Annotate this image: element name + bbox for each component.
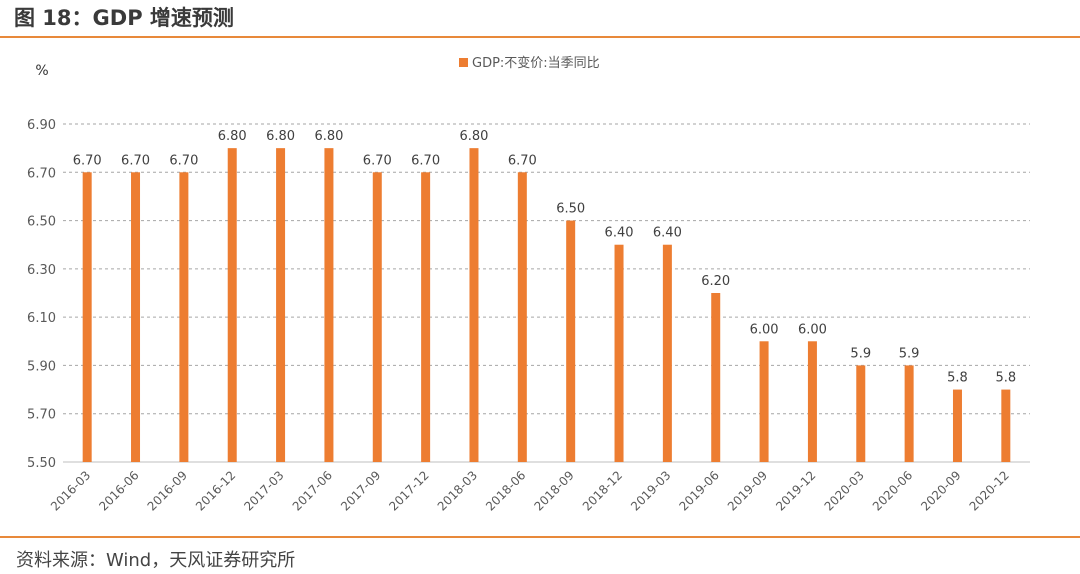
data-label: 6.80 [218, 129, 247, 144]
data-label: 6.70 [73, 153, 102, 168]
x-tick-label: 2018-03 [435, 468, 480, 513]
source-note: 资料来源：Wind，天风证券研究所 [16, 550, 296, 571]
x-tick-label: 2019-06 [676, 468, 721, 513]
bar [614, 244, 624, 462]
bar [662, 244, 672, 462]
bar [324, 148, 334, 462]
bar [372, 172, 382, 463]
x-tick-label: 2020-03 [822, 468, 867, 513]
x-tick-label: 2018-12 [580, 468, 625, 513]
y-tick-label: 5.90 [27, 359, 56, 374]
bar [179, 172, 189, 463]
data-label: 6.70 [363, 153, 392, 168]
y-tick-label: 5.70 [27, 408, 56, 423]
x-tick-label: 2018-06 [483, 468, 528, 513]
data-label: 6.40 [653, 226, 682, 241]
legend: GDP:不变价:当季同比 [459, 55, 600, 71]
y-tick-label: 6.10 [27, 311, 56, 326]
data-label: 6.70 [411, 153, 440, 168]
bar [904, 365, 914, 462]
data-label: 6.70 [508, 153, 537, 168]
data-label: 6.50 [556, 202, 585, 217]
y-tick-label: 6.70 [27, 166, 56, 181]
legend-label: GDP:不变价:当季同比 [472, 55, 600, 71]
bar [1001, 389, 1011, 462]
x-tick-label: 2017-09 [338, 468, 383, 513]
data-label: 6.70 [121, 153, 150, 168]
x-tick-label: 2017-12 [386, 468, 431, 513]
y-tick-label: 5.50 [27, 456, 56, 471]
bar [759, 341, 769, 462]
y-tick-label: 6.90 [27, 118, 56, 133]
y-tick-label: 6.30 [27, 263, 56, 278]
bar [469, 148, 479, 462]
data-label: 5.8 [947, 371, 968, 386]
data-label: 6.40 [605, 226, 634, 241]
x-tick-label: 2016-09 [145, 468, 190, 513]
bar [952, 389, 962, 462]
x-tick-label: 2018-09 [531, 468, 576, 513]
bar [517, 172, 527, 463]
data-label: 6.80 [314, 129, 343, 144]
bar [856, 365, 866, 462]
data-label: 6.00 [750, 322, 779, 337]
y-unit-label: % [35, 63, 48, 79]
x-tick-label: 2016-06 [96, 468, 141, 513]
bar [711, 293, 721, 462]
data-label: 5.8 [995, 371, 1016, 386]
gdp-bar-chart: % GDP:不变价:当季同比 5.50 5.70 5.90 6.10 6.30 6.50 6… [27, 55, 1030, 514]
data-label: 5.9 [899, 346, 920, 361]
bar [227, 148, 237, 462]
legend-swatch [459, 58, 468, 67]
x-tick-label: 2019-12 [773, 468, 818, 513]
x-tick-label: 2017-03 [241, 468, 286, 513]
data-label: 6.20 [701, 274, 730, 289]
x-tick-label: 2016-12 [193, 468, 238, 513]
bar [276, 148, 286, 462]
bar [807, 341, 817, 462]
y-tick-label: 6.50 [27, 215, 56, 230]
x-tick-label: 2016-03 [48, 468, 93, 513]
x-tick-label: 2017-06 [290, 468, 335, 513]
x-tick-label: 2019-09 [725, 468, 770, 513]
bar [82, 172, 92, 463]
data-label: 5.9 [850, 346, 871, 361]
bar [421, 172, 431, 463]
x-tick-label: 2020-06 [870, 468, 915, 513]
figure-title: 图 18：GDP 增速预测 [14, 6, 234, 30]
data-label: 6.80 [459, 129, 488, 144]
data-label: 6.00 [798, 322, 827, 337]
bottom-rule [0, 536, 1080, 538]
bar [566, 220, 576, 462]
data-label: 6.80 [266, 129, 295, 144]
x-tick-label: 2019-03 [628, 468, 673, 513]
x-tick-label: 2020-12 [967, 468, 1012, 513]
bar [131, 172, 141, 463]
data-label: 6.70 [169, 153, 198, 168]
top-rule [0, 36, 1080, 38]
x-tick-label: 2020-09 [918, 468, 963, 513]
